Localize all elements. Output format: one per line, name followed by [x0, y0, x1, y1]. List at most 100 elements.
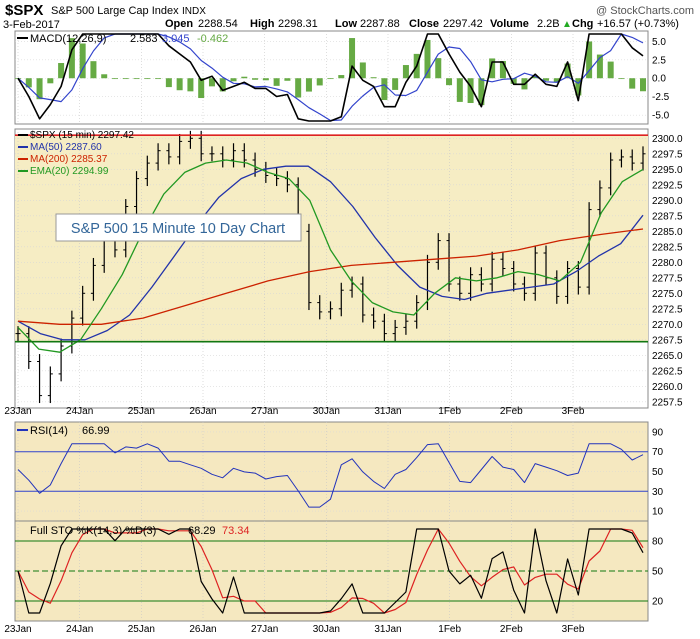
ohlc-readout: Open 2288.54 High 2298.31 Low 2287.88 Cl… [165, 18, 679, 30]
x-label-mid: 30Jan [313, 406, 340, 417]
macd-histogram-bar [381, 78, 388, 101]
x-label-bottom: 1Feb [438, 624, 461, 635]
annotation-box: S&P 500 15 Minute 10 Day Chart [55, 213, 302, 242]
price-legend-item: EMA(20) 2294.99 [30, 166, 109, 177]
x-label-bottom: 26Jan [189, 624, 216, 635]
macd-histogram-bar [338, 75, 345, 79]
rsi-legend: RSI(14) 66.99 [17, 425, 110, 437]
open-value: 2288.54 [198, 18, 238, 30]
macd-hist-value: -0.462 [197, 33, 228, 45]
x-label-mid: 1Feb [438, 406, 461, 417]
macd-histogram-bar [489, 58, 496, 79]
price-tick-label: 2285.0 [652, 227, 683, 238]
low-label: Low [335, 18, 357, 30]
grid [15, 31, 648, 621]
macd-histogram-bar [101, 74, 108, 79]
x-label-bottom: 2Feb [500, 624, 523, 635]
x-label-mid: 26Jan [189, 406, 216, 417]
macd-histogram-bar [510, 78, 517, 84]
price-tick-label: 2280.0 [652, 258, 683, 269]
macd-histogram-bar [90, 61, 97, 79]
x-label-mid: 27Jan [251, 406, 278, 417]
macd-label: MACD(12,26,9) [30, 33, 106, 45]
price-tick-label: 2257.5 [652, 397, 683, 408]
macd-histogram-bar [79, 43, 86, 79]
macd-line [17, 33, 644, 122]
macd-histogram-bar [208, 78, 215, 87]
rsi-tick-label: 50 [652, 467, 664, 478]
sto-series [15, 528, 648, 614]
price-tick-label: 2295.0 [652, 165, 683, 176]
macd-histogram-bar [596, 54, 603, 79]
close-label: Close [409, 18, 439, 30]
macd-value: 2.583 [130, 33, 158, 45]
macd-histogram-bar [230, 78, 237, 82]
macd-histogram-bar [187, 78, 194, 92]
rsi-tick-label: 10 [652, 507, 664, 518]
macd-legend: MACD(12,26,9) 2.583 3.045 -0.462 [17, 33, 228, 45]
price-tick-label: 2290.0 [652, 196, 683, 207]
low-value: 2287.88 [360, 18, 400, 30]
macd-histogram-bar [618, 78, 625, 80]
price-tick-label: 2300.0 [652, 134, 683, 145]
macd-tick-label: 0.0 [652, 74, 666, 85]
price-tick-label: 2270.0 [652, 320, 683, 331]
x-label-bottom: 25Jan [128, 624, 155, 635]
x-label-mid: 23Jan [4, 406, 31, 417]
open-label: Open [165, 18, 193, 30]
macd-histogram-bar [25, 78, 32, 88]
macd-histogram-bar [316, 78, 323, 86]
macd-histogram-bar [359, 62, 366, 79]
volume-value: 2.2B [537, 18, 560, 30]
high-label: High [250, 18, 275, 30]
sto-d-value: 73.34 [222, 525, 250, 537]
macd-histogram-bar [122, 78, 129, 80]
macd-histogram-bar [133, 78, 140, 80]
macd-histogram-bar [111, 78, 118, 80]
price-tick-label: 2262.5 [652, 366, 683, 377]
macd-histogram-bar [58, 63, 65, 79]
macd-histogram-bar [284, 78, 291, 81]
macd-tick-label: 2.5 [652, 55, 666, 66]
macd-histogram-bar [241, 76, 248, 79]
price-tick-label: 2297.5 [652, 149, 683, 160]
x-label-bottom: 3Feb [562, 624, 585, 635]
macd-series [15, 33, 646, 122]
rsi-line [17, 443, 644, 508]
price-tick-label: 2275.0 [652, 289, 683, 300]
rsi-label: RSI(14) [30, 425, 68, 437]
x-label-bottom: 23Jan [4, 624, 31, 635]
rsi-tick-label: 30 [652, 487, 664, 498]
macd-histogram-bar [327, 78, 334, 80]
x-label-bottom: 24Jan [66, 624, 93, 635]
x-label-bottom: 27Jan [251, 624, 278, 635]
chg-arrow-icon: ▲ [562, 19, 572, 30]
macd-panel [14, 30, 649, 125]
macd-histogram-bar [586, 41, 593, 79]
rsi-value: 66.99 [82, 425, 110, 437]
macd-histogram-bar [262, 78, 269, 81]
macd-histogram-bar [36, 78, 43, 100]
ma200-line [17, 228, 644, 325]
symbol-name: S&P 500 Large Cap Index [51, 5, 179, 17]
watermark: @ StockCharts.com [596, 5, 694, 17]
close-value: 2297.42 [443, 18, 483, 30]
price-legend-item: MA(200) 2285.37 [30, 154, 108, 165]
x-label-mid: 31Jan [374, 406, 401, 417]
macd-histogram-bar [467, 78, 474, 104]
price-tick-label: 2260.0 [652, 382, 683, 393]
price-tick-label: 2292.5 [652, 180, 683, 191]
macd-histogram-bar [629, 78, 636, 89]
price-tick-label: 2272.5 [652, 304, 683, 315]
macd-histogram-bar [553, 78, 560, 83]
macd-histogram-bar [446, 78, 453, 86]
high-value: 2298.31 [278, 18, 318, 30]
macd-histogram-bar [155, 78, 162, 80]
sto-tick-label: 80 [652, 537, 664, 548]
symbol-title: $SPX [5, 2, 43, 19]
macd-histogram-bar [349, 38, 356, 79]
macd-histogram-bar [144, 78, 151, 80]
macd-histogram-bar [564, 63, 571, 79]
